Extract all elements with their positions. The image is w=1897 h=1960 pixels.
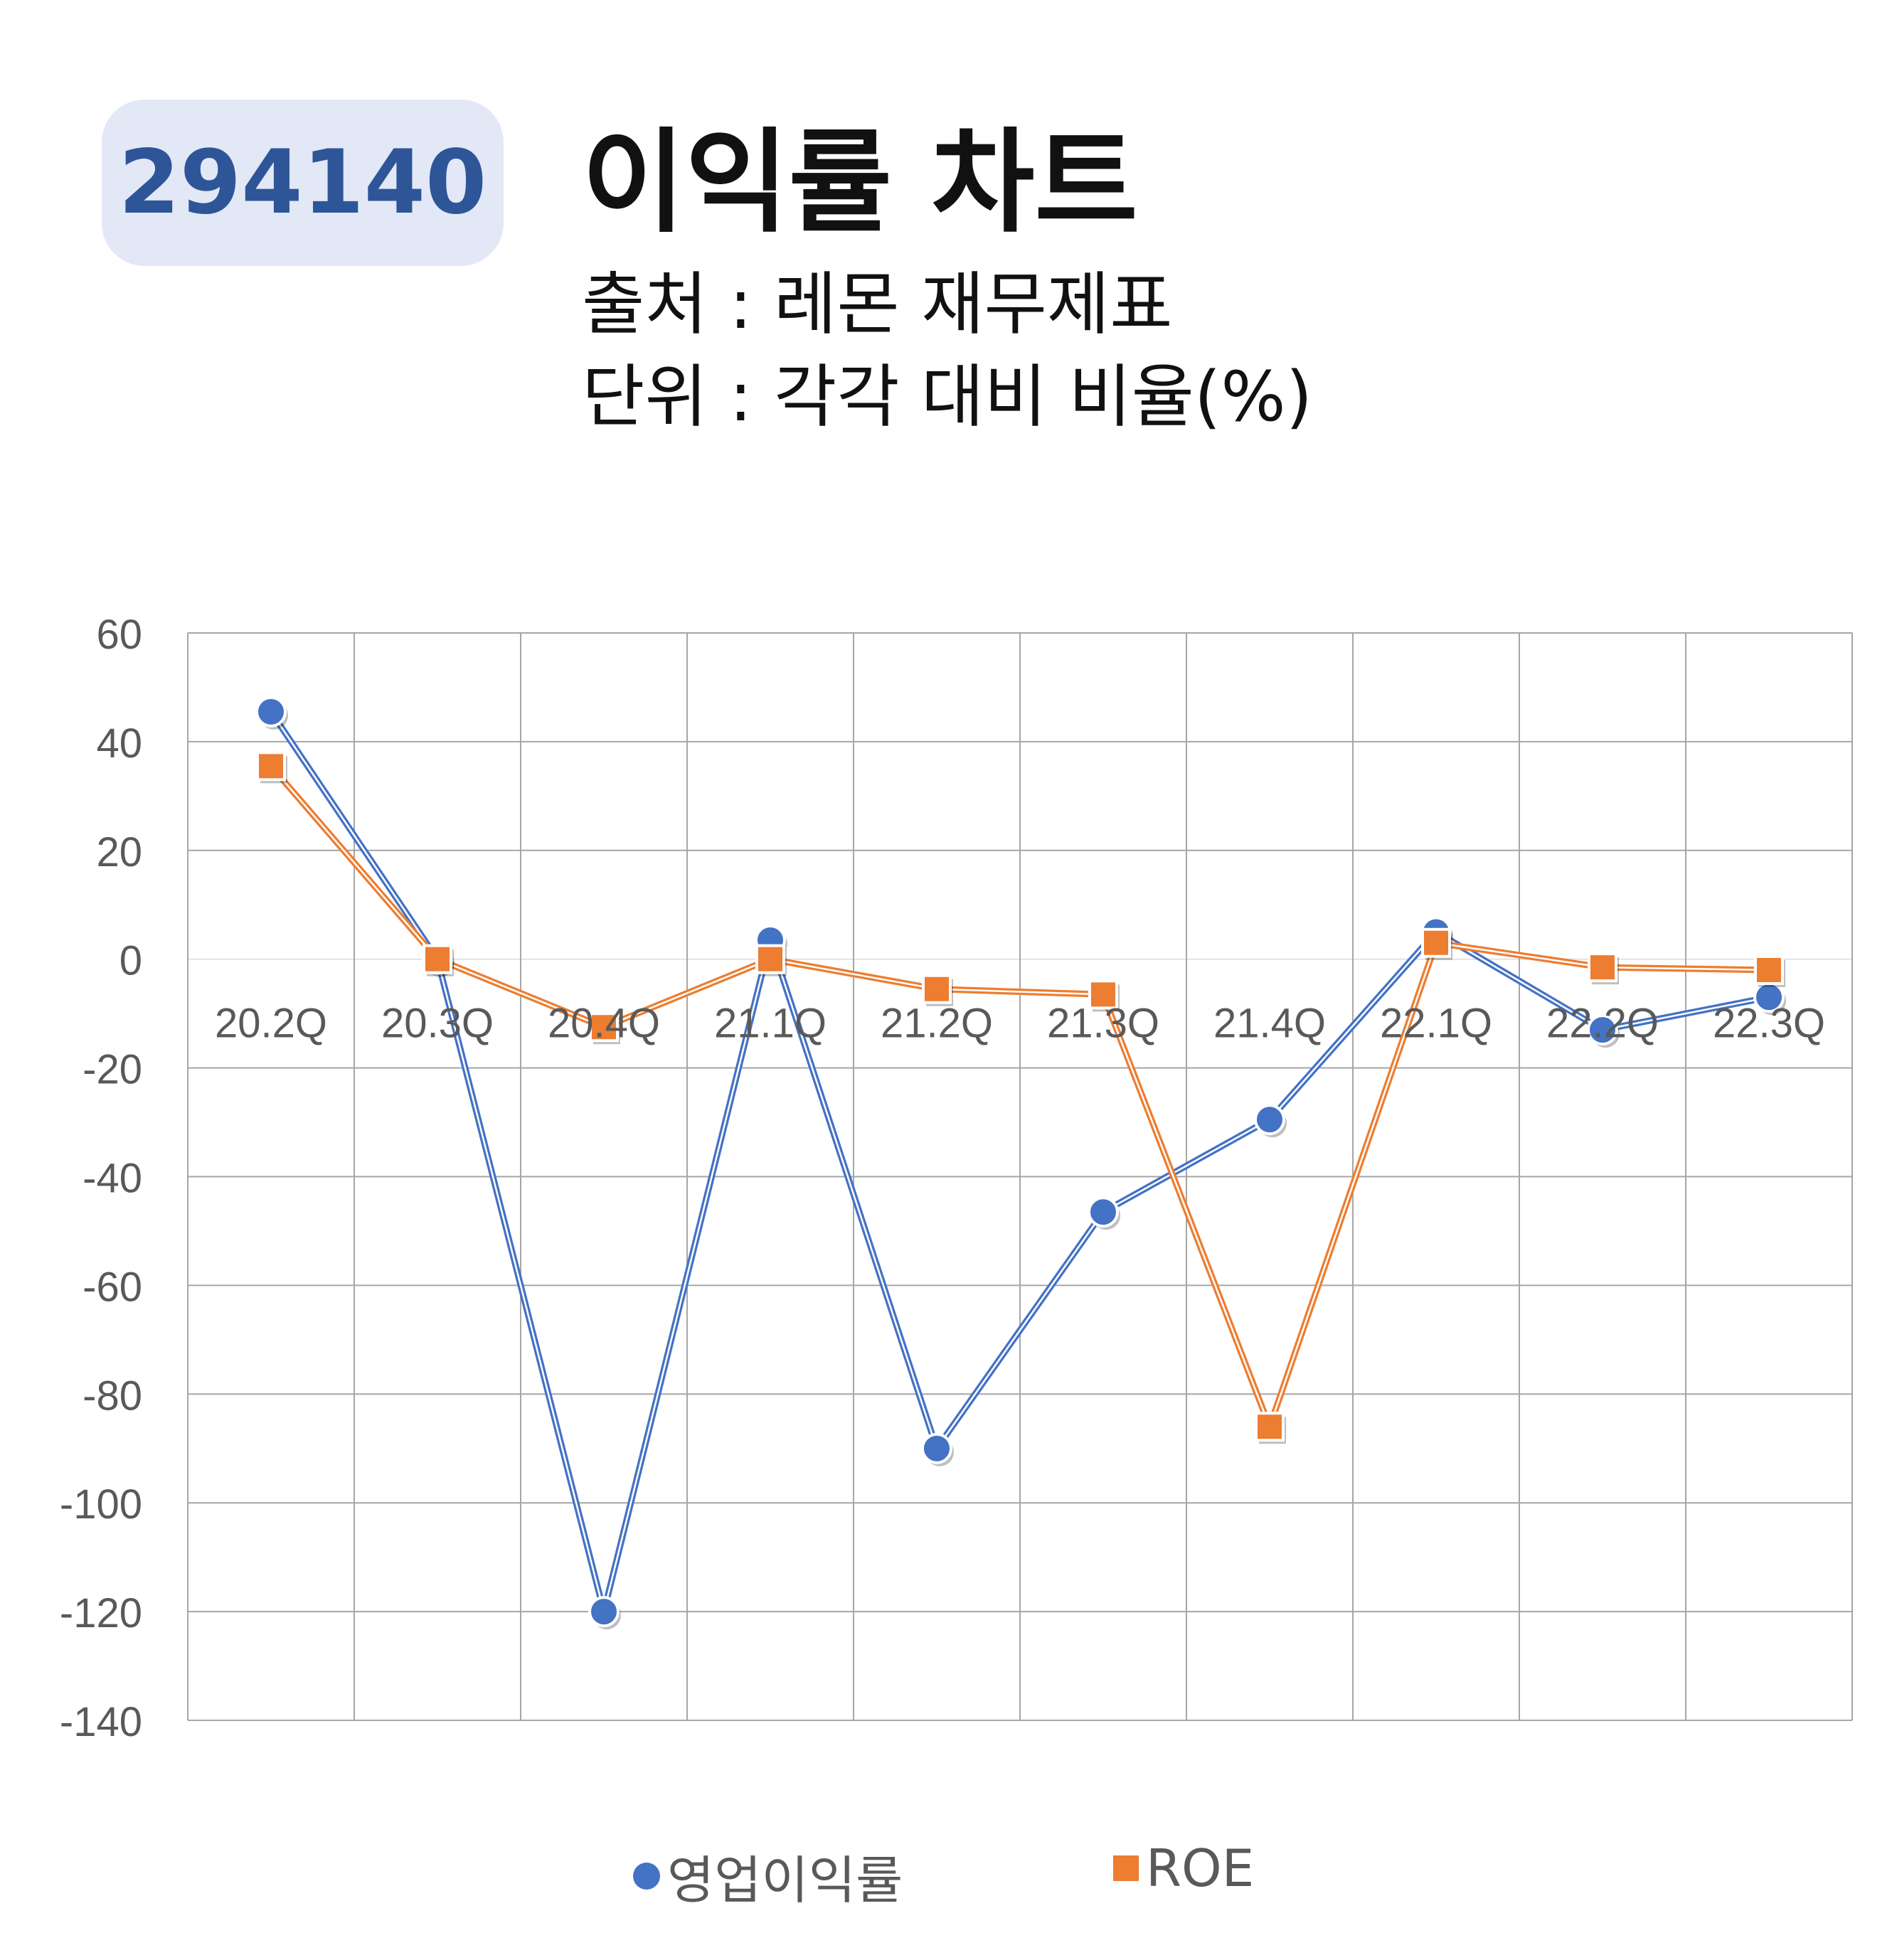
y-tick-label: -60	[83, 1264, 142, 1310]
x-tick-label: 21.2Q	[881, 1001, 993, 1047]
x-tick-label: 20.2Q	[215, 1001, 327, 1047]
y-tick-label: -80	[83, 1373, 142, 1419]
legend-square-marker-icon	[1113, 1855, 1139, 1881]
series-line-operating-margin-highlight	[270, 711, 1770, 1613]
chart-grid	[187, 632, 1853, 1721]
data-point-roe	[1588, 952, 1617, 983]
data-point-operating-margin	[1088, 1196, 1119, 1228]
source-label: 출처 : 레몬 재무제표	[582, 265, 1173, 344]
legend-label: ROE	[1146, 1838, 1255, 1898]
x-tick-label: 20.4Q	[548, 1001, 660, 1047]
y-tick-label: -40	[83, 1156, 142, 1202]
y-tick-label: -120	[60, 1590, 142, 1636]
data-point-roe	[922, 974, 952, 1004]
data-point-roe	[1255, 1412, 1285, 1442]
data-point-roe	[1088, 979, 1118, 1010]
x-tick-label: 20.3Q	[381, 1001, 494, 1047]
data-point-operating-margin	[1587, 1014, 1618, 1046]
data-point-roe	[1754, 954, 1784, 985]
x-tick-label: 21.1Q	[714, 1001, 827, 1047]
y-tick-label: -100	[60, 1481, 142, 1528]
data-point-operating-margin	[1254, 1104, 1285, 1136]
series-line-roe-highlight	[270, 765, 1770, 1428]
data-point-operating-margin	[588, 1596, 620, 1628]
chart-title: 이익률 차트	[582, 117, 1138, 248]
y-tick-label: -140	[60, 1699, 142, 1745]
x-tick-label: 21.4Q	[1213, 1001, 1326, 1047]
y-tick-label: 60	[96, 612, 142, 658]
legend-item-roe: ROE	[1113, 1838, 1254, 1898]
y-tick-label: 40	[96, 720, 142, 767]
chart-series	[255, 696, 1786, 1630]
data-point-operating-margin	[255, 696, 287, 728]
data-point-roe	[755, 944, 785, 974]
x-tick-label: 22.3Q	[1713, 1001, 1825, 1047]
data-point-roe	[589, 1012, 619, 1043]
x-axis-ticks: 20.2Q 20.3Q 20.4Q 21.1Q 21.2Q 21.3Q 21.4Q 22.1Q…	[215, 1001, 1825, 1047]
unit-label: 단위 : 각각 대비 비율(%)	[582, 357, 1313, 437]
y-axis-ticks: 60 40 20 0 -20 -40 -60 -80 -100 -120 -140	[60, 612, 142, 1745]
data-point-roe	[256, 751, 286, 782]
x-tick-label: 22.1Q	[1380, 1001, 1492, 1047]
x-tick-label: 22.2Q	[1546, 1001, 1659, 1047]
x-tick-label: 21.3Q	[1047, 1001, 1159, 1047]
legend-item-operating-margin: 영업이익률	[633, 1838, 903, 1913]
data-point-roe	[1421, 927, 1451, 958]
data-point-roe	[423, 944, 452, 974]
y-tick-label: 0	[119, 938, 142, 984]
legend-circle-marker-icon	[633, 1862, 660, 1890]
legend-label: 영업이익률	[667, 1850, 903, 1910]
y-tick-label: -20	[83, 1047, 142, 1093]
y-tick-label: 20	[96, 829, 142, 875]
stock-code-badge: 294140	[102, 100, 504, 266]
data-point-operating-margin	[921, 1432, 952, 1464]
